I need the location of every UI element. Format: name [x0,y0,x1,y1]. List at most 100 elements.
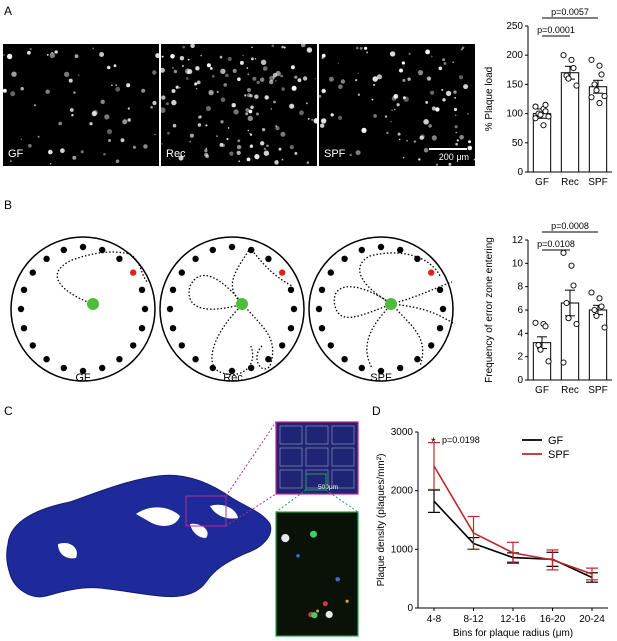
plaque [355,46,359,50]
plaque [297,78,302,83]
data-point [601,93,608,100]
plaque [37,135,40,138]
maze-hole [287,286,295,293]
data-point [598,71,605,78]
maze-hole [439,305,447,313]
plaque [389,51,396,57]
plaque [428,124,432,128]
plaque [340,79,346,84]
plaque [307,118,310,120]
plaque [338,84,343,90]
plaque [92,47,94,50]
plaque [104,114,110,120]
plaque [189,140,192,143]
maze-hole [428,342,435,349]
maze-hole [397,364,404,372]
data-point [537,111,544,118]
y-tick-label: 1000 [391,544,414,555]
plaque [321,88,326,94]
plaque [189,133,194,138]
y-tick-label: 250 [506,21,523,32]
brain-section [6,474,272,598]
plaque [51,51,53,54]
plaque [220,68,226,74]
plaque [132,145,136,149]
plaque [430,90,435,95]
maze-hole [228,367,236,375]
plaque [195,66,200,71]
y-tick-label: 2 [517,352,523,363]
plaque [205,124,208,127]
plaque [453,107,458,112]
plaque [423,147,429,153]
maze-hole [43,356,50,363]
plaque [371,98,374,101]
plaque [115,159,120,164]
maze-label-spf: SPF [370,372,392,384]
plaque-dot [296,554,300,558]
maze-hole [318,286,326,293]
p-value-label: p=0.0001 [537,25,575,35]
plaque [115,86,121,92]
plaque [425,101,429,104]
plaque [238,160,241,163]
plaque [399,68,403,73]
maze-hole [99,246,106,254]
plaque [242,54,244,57]
trajectory [391,303,456,325]
plaque [266,144,269,148]
panel-label-d: D [372,404,381,418]
plaque [249,132,251,135]
data-point [542,101,549,108]
y-axis-label: Frequency of error zone entering [484,237,495,383]
data-point [570,282,577,289]
maze-rec [159,236,305,382]
plaque [195,88,198,90]
maze-hole [397,246,404,254]
plaque [271,44,275,47]
y-tick-label: 2000 [391,486,414,497]
plaque [216,135,218,137]
plaque [306,161,310,164]
plaque [281,158,284,161]
plaque [289,145,294,150]
plaque [430,55,433,58]
plaque [171,89,176,93]
plaque [9,160,12,163]
maze-hole [166,305,174,313]
maze-hole [116,356,123,363]
plaque [64,71,70,78]
plaque [91,111,97,117]
plaque [80,150,84,154]
plaque [122,119,128,125]
plaque [10,91,16,97]
plaque [245,112,249,116]
target-hole [428,269,435,276]
plaque [182,45,185,49]
maze-hole [192,356,199,363]
plaque [244,94,247,97]
plaque [373,114,377,118]
maze-hole [287,325,295,332]
plaque [366,51,369,54]
scale-bar-label: 200 μm [438,152,469,162]
plaque [161,55,164,58]
plaque [254,58,257,60]
maze-hole [228,243,236,251]
y-tick-label: 10 [512,258,524,269]
inset-plaque-dots [281,530,349,619]
plaque [69,108,74,112]
data-point [598,303,605,310]
y-tick-label: 8 [517,282,523,293]
plaque [245,108,250,112]
barnes-maze-panel [10,236,456,382]
plaque [254,154,260,160]
maze-hole [265,356,272,363]
plaque [33,104,37,107]
plaque [393,94,399,99]
plaque [406,139,409,142]
plaque [355,79,358,82]
plaque [275,80,277,82]
plaque [237,77,241,81]
plaque [171,99,177,106]
